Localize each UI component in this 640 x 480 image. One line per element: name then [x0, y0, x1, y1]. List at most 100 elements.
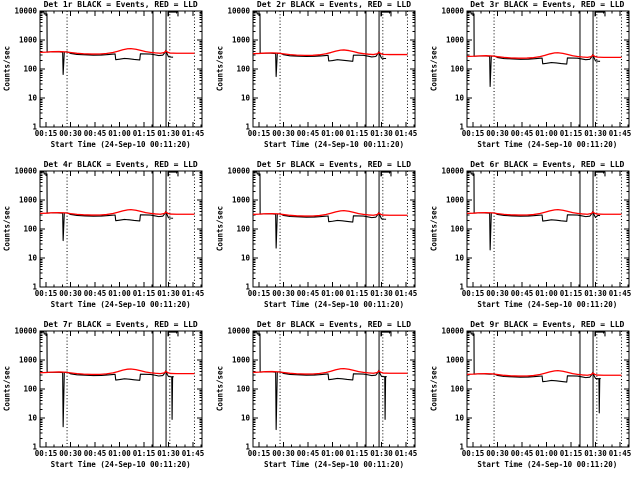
plot-canvas-det-3r: 00:15 00:30 00:45 01:00 01:15 01:30 01:45 1 10 10… [441, 7, 631, 138]
x-tick-label: 01:00 [108, 449, 131, 458]
x-tick-label: 00:30 [486, 289, 509, 298]
plot-frame [466, 10, 630, 128]
plot-frame [466, 170, 630, 288]
subplot-det-1r: Det 1r BLACK = Events, RED = LLD Counts/… [0, 0, 213, 160]
x-tick-label: 00:45 [510, 129, 533, 138]
x-tick-label: 00:45 [84, 129, 107, 138]
events-curve [466, 331, 601, 414]
y-tick-label: 1 [459, 282, 464, 291]
y-tick-label: 1000 [19, 36, 38, 45]
y-tick-label: 10000 [228, 327, 251, 336]
y-tick-label: 1 [32, 282, 37, 291]
plot-canvas-det-9r: 00:15 00:30 00:45 01:00 01:15 01:30 01:45 1 10 10… [441, 327, 631, 458]
x-tick-label: 00:45 [84, 449, 107, 458]
subplot-det-4r: Det 4r BLACK = Events, RED = LLD Counts/… [0, 160, 213, 320]
top-flag-bar [380, 11, 392, 17]
y-tick-label: 10000 [228, 167, 251, 176]
x-tick-label: 00:30 [486, 449, 509, 458]
y-tick-label: 100 [237, 65, 251, 74]
plot-title: Det 1r BLACK = Events, RED = LLD [43, 0, 198, 9]
axis-ticks [466, 170, 629, 288]
y-tick-label: 1 [246, 282, 251, 291]
y-tick-label: 10 [241, 93, 251, 102]
x-tick-label: 00:15 [35, 129, 58, 138]
x-tick-label: 00:30 [273, 449, 296, 458]
y-tick-label: 10000 [14, 7, 37, 16]
plot-canvas-det-6r: 00:15 00:30 00:45 01:00 01:15 01:30 01:45 1 10 10… [441, 167, 631, 298]
top-flag-bar [167, 331, 179, 337]
plot-canvas-det-8r: 00:15 00:30 00:45 01:00 01:15 01:30 01:45 1 10 10… [228, 327, 418, 458]
subplot-det-7r: Det 7r BLACK = Events, RED = LLD Counts/… [0, 320, 213, 480]
x-tick-label: 01:00 [322, 289, 345, 298]
plot-canvas-det-1r: 00:15 00:30 00:45 01:00 01:15 01:30 01:45 1 10 10… [14, 7, 205, 138]
x-tick-label: 00:30 [59, 129, 82, 138]
lld-curve [466, 370, 622, 377]
y-tick-label: 10000 [441, 7, 464, 16]
axis-ticks [39, 330, 202, 448]
y-tick-label: 10 [241, 253, 251, 262]
subplot-det-5r: Det 5r BLACK = Events, RED = LLD Counts/… [213, 160, 426, 320]
y-tick-label: 100 [23, 65, 37, 74]
y-tick-label: 100 [450, 385, 464, 394]
x-axis-label: Start Time (24-Sep-10 00:11:20) [264, 460, 404, 469]
y-tick-label: 10000 [228, 7, 251, 16]
y-tick-label: 1000 [19, 196, 38, 205]
plot-frame [39, 170, 203, 288]
x-tick-label: 01:15 [133, 289, 156, 298]
x-tick-label: 00:45 [84, 289, 107, 298]
top-flag-bar [380, 171, 392, 177]
lld-curve [39, 47, 195, 55]
x-tick-label: 01:45 [608, 289, 631, 298]
y-tick-label: 10000 [441, 327, 464, 336]
x-tick-label: 01:45 [608, 129, 631, 138]
x-axis-label: Start Time (24-Sep-10 00:11:20) [50, 140, 191, 149]
y-tick-label: 10 [28, 93, 38, 102]
plot-frame [466, 330, 630, 448]
plot-title: Det 4r BLACK = Events, RED = LLD [43, 160, 198, 169]
plot-title: Det 7r BLACK = Events, RED = LLD [43, 320, 198, 329]
x-axis-label: Start Time (24-Sep-10 00:11:20) [50, 300, 191, 309]
x-tick-label: 01:45 [608, 449, 631, 458]
x-tick-label: 00:30 [486, 129, 509, 138]
y-tick-label: 10 [28, 253, 38, 262]
y-tick-label: 100 [237, 385, 251, 394]
x-tick-label: 01:15 [559, 289, 582, 298]
y-tick-label: 10000 [441, 167, 464, 176]
plot-title: Det 6r BLACK = Events, RED = LLD [470, 160, 625, 169]
x-tick-label: 01:30 [584, 129, 607, 138]
x-tick-label: 01:45 [395, 449, 418, 458]
lld-curve [39, 208, 195, 216]
top-flag-bar [167, 11, 179, 17]
y-tick-label: 1 [32, 442, 37, 451]
y-tick-label: 10 [455, 253, 465, 262]
x-tick-label: 01:15 [133, 449, 156, 458]
top-flag-bar [594, 331, 606, 337]
plot-title: Det 3r BLACK = Events, RED = LLD [470, 0, 625, 9]
x-tick-label: 01:00 [322, 129, 345, 138]
x-tick-label: 01:15 [346, 129, 369, 138]
plot-frame [252, 170, 416, 288]
x-tick-label: 00:30 [273, 289, 296, 298]
x-tick-label: 01:45 [182, 449, 205, 458]
plot-canvas-det-7r: 00:15 00:30 00:45 01:00 01:15 01:30 01:45 1 10 10… [14, 327, 205, 458]
x-tick-label: 00:45 [297, 289, 320, 298]
lld-curve [253, 367, 408, 375]
subplot-det-6r: Det 6r BLACK = Events, RED = LLD Counts/… [427, 160, 640, 320]
axis-ticks [253, 170, 416, 288]
x-tick-label: 01:30 [371, 289, 394, 298]
y-tick-label: 10 [28, 413, 38, 422]
x-tick-label: 00:30 [273, 129, 296, 138]
x-axis-label: Start Time (24-Sep-10 00:11:20) [264, 300, 404, 309]
x-axis-label: Start Time (24-Sep-10 00:11:20) [477, 140, 618, 149]
x-tick-label: 01:30 [371, 449, 394, 458]
plot-title: Det 9r BLACK = Events, RED = LLD [470, 320, 625, 329]
x-tick-label: 01:30 [584, 449, 607, 458]
y-tick-label: 10 [241, 413, 251, 422]
axis-ticks [39, 10, 202, 128]
y-tick-label: 1000 [446, 36, 465, 45]
plot-title: Det 5r BLACK = Events, RED = LLD [256, 160, 412, 169]
y-tick-label: 1000 [232, 196, 251, 205]
x-axis-label: Start Time (24-Sep-10 00:11:20) [477, 300, 618, 309]
x-tick-label: 01:45 [395, 129, 418, 138]
x-tick-label: 01:45 [182, 129, 205, 138]
